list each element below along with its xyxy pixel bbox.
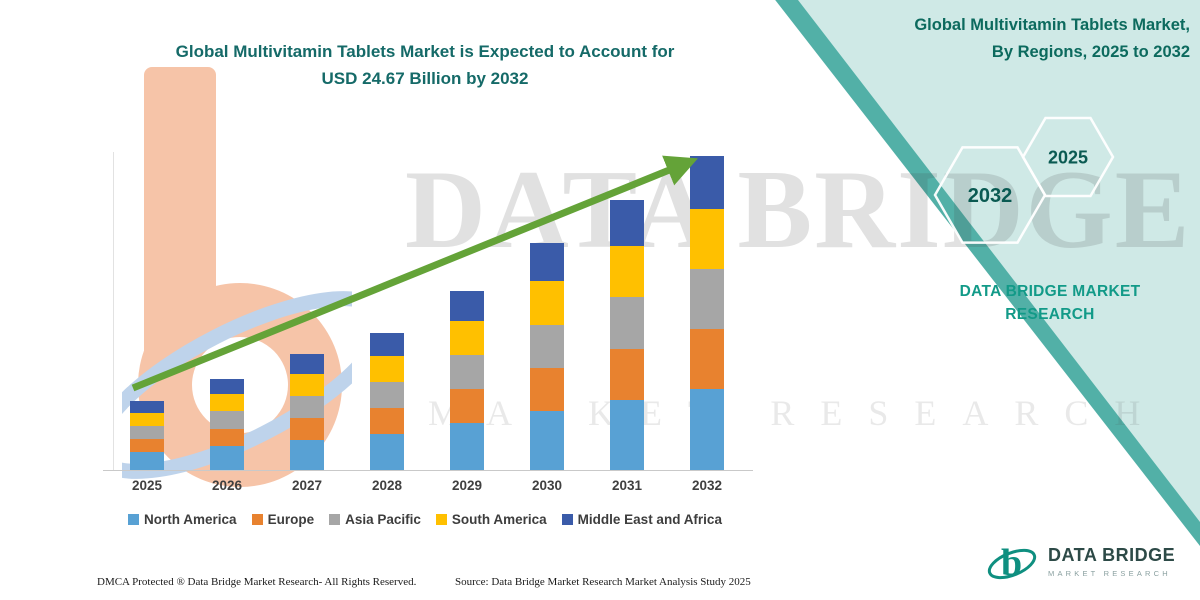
bar-segment-north-america: [290, 439, 324, 470]
bar-segment-europe: [450, 389, 484, 424]
legend-swatch-europe: [251, 514, 263, 525]
bar-segment-middle-east-and-africa: [370, 332, 404, 357]
chart-title: Global Multivitamin Tablets Market is Ex…: [95, 38, 755, 92]
source-note: Source: Data Bridge Market Research Mark…: [455, 576, 751, 588]
side-panel-title-line2: By Regions, 2025 to 2032: [991, 43, 1190, 61]
bar-stack: [610, 200, 644, 470]
bar-segment-north-america: [690, 388, 724, 470]
bar-segment-middle-east-and-africa: [130, 401, 164, 413]
bar-segment-europe: [210, 428, 244, 447]
bar-segment-south-america: [530, 281, 564, 325]
bar-segment-europe: [370, 408, 404, 435]
bar-segment-asia-pacific: [290, 395, 324, 418]
bar-segment-middle-east-and-africa: [690, 156, 724, 210]
legend-item: Middle East and Africa: [561, 512, 722, 527]
bar-segment-middle-east-and-africa: [610, 200, 644, 247]
legend-item: Asia Pacific: [329, 512, 421, 527]
bar-segment-middle-east-and-africa: [210, 378, 244, 395]
bar-segment-europe: [690, 328, 724, 389]
x-axis-label: 2027: [291, 478, 323, 493]
bar-segment-asia-pacific: [370, 382, 404, 409]
x-axis-line: [103, 470, 753, 471]
legend-swatch-north-america: [128, 514, 140, 525]
bar-stack: [370, 332, 404, 470]
bar-segment-asia-pacific: [610, 297, 644, 349]
side-panel-brand-line1: DATA BRIDGE MARKET: [959, 283, 1141, 300]
side-panel-brand-line2: RESEARCH: [1005, 306, 1095, 323]
bar-segment-asia-pacific: [130, 426, 164, 440]
bar-segment-middle-east-and-africa: [450, 290, 484, 322]
legend-label: Asia Pacific: [345, 512, 421, 527]
hexagon-2025-outline-icon: [1021, 116, 1115, 198]
legend-label: Europe: [267, 512, 315, 527]
bar-segment-south-america: [370, 356, 404, 383]
legend-label: North America: [144, 512, 237, 527]
chart-title-line2: USD 24.67 Billion by 2032: [321, 69, 529, 88]
bar-segment-north-america: [450, 423, 484, 470]
bar-segment-asia-pacific: [530, 324, 564, 368]
bar-segment-south-america: [610, 246, 644, 298]
bar-stack: [450, 290, 484, 470]
bar-segment-europe: [610, 348, 644, 400]
legend-swatch-south-america: [435, 514, 447, 525]
bar-segment-middle-east-and-africa: [290, 354, 324, 374]
legend-swatch-asia-pacific: [329, 514, 341, 525]
data-bridge-logo: b DATA BRIDGE MARKET RESEARCH: [985, 534, 1175, 588]
logo-glyph: b: [1001, 542, 1022, 584]
legend-label: South America: [451, 512, 547, 527]
legend-label: Middle East and Africa: [577, 512, 722, 527]
data-bridge-logo-icon: b: [987, 542, 1037, 584]
bar-segment-asia-pacific: [450, 355, 484, 390]
x-axis-label: 2030: [531, 478, 563, 493]
chart-legend: North America Europe Asia Pacific South …: [80, 512, 770, 527]
logo-name: DATA BRIDGE: [1048, 544, 1176, 565]
legend-swatch-middle-east-africa: [561, 514, 573, 525]
logo-tagline: MARKET RESEARCH: [1048, 568, 1171, 578]
bar-segment-europe: [290, 417, 324, 440]
side-panel-title-line1: Global Multivitamin Tablets Market,: [914, 16, 1190, 34]
x-axis-label: 2028: [371, 478, 403, 493]
bar-segment-south-america: [210, 394, 244, 412]
bar-stack: [210, 378, 244, 470]
bar-segment-south-america: [290, 373, 324, 396]
hexagon-year-2032: 2032: [968, 185, 1013, 207]
bar-segment-europe: [530, 367, 564, 411]
bar-stack: [530, 242, 564, 470]
bar-segment-north-america: [530, 410, 564, 470]
bar-segment-south-america: [130, 412, 164, 427]
bar-segment-asia-pacific: [690, 269, 724, 329]
bar-segment-asia-pacific: [210, 411, 244, 429]
bar-stack: [290, 354, 324, 470]
bar-segment-south-america: [450, 321, 484, 356]
hexagon-year-2025: 2025: [1048, 147, 1088, 167]
bar-segment-north-america: [130, 452, 164, 470]
bar-segment-north-america: [370, 434, 404, 470]
logo-text: DATA BRIDGE MARKET RESEARCH: [1048, 545, 1175, 578]
x-axis-label: 2025: [131, 478, 163, 493]
bar-segment-north-america: [610, 399, 644, 470]
x-axis-label: 2031: [611, 478, 643, 493]
stacked-bar-chart: 2025 2026 2027 2028 2029 2030 2031 2032: [95, 152, 755, 493]
chart-title-line1: Global Multivitamin Tablets Market is Ex…: [175, 42, 675, 61]
bar-segment-south-america: [690, 209, 724, 270]
x-axis-label: 2032: [691, 478, 723, 493]
side-panel-title: Global Multivitamin Tablets Market, By R…: [760, 12, 1190, 66]
legend-item: Europe: [251, 512, 315, 527]
x-axis-label: 2029: [451, 478, 483, 493]
legend-item: South America: [435, 512, 547, 527]
bar-segment-europe: [130, 439, 164, 453]
dmca-notice: DMCA Protected ® Data Bridge Market Rese…: [97, 576, 417, 588]
bar-stack: [130, 401, 164, 470]
y-axis-line: [113, 152, 114, 470]
x-axis-label: 2026: [211, 478, 243, 493]
side-panel-brand: DATA BRIDGE MARKET RESEARCH: [930, 280, 1170, 326]
year-hexagons: 2032 2025: [933, 116, 1115, 244]
legend-item: North America: [128, 512, 237, 527]
bar-stack: [690, 156, 724, 470]
bar-segment-north-america: [210, 446, 244, 470]
bar-segment-middle-east-and-africa: [530, 242, 564, 282]
